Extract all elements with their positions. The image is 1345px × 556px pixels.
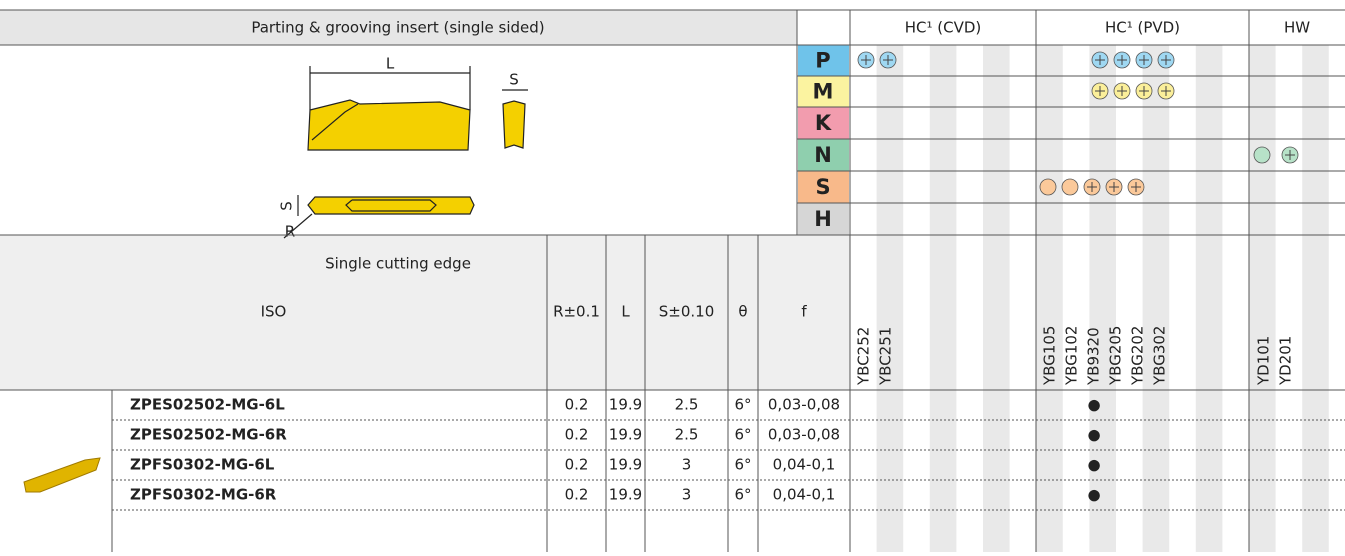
cell: 6° [734,396,751,414]
cell: 19.9 [609,486,642,504]
iso-code: ZPES02502-MG-6L [130,396,285,414]
material-cell [798,76,849,107]
cell: 0.2 [565,396,589,414]
cell: 19.9 [609,456,642,474]
dimension-label: R [285,223,295,241]
application-symbol [1039,178,1057,196]
cell: 0.2 [565,456,589,474]
cell: 6° [734,456,751,474]
grade-name: YBG105 [1041,326,1059,386]
column-header: S±0.10 [659,303,715,321]
cell: 0,03-0,08 [768,396,840,414]
recommended-mark: ● [1087,426,1100,444]
column-header: ISO [261,303,287,321]
cell: 19.9 [609,426,642,444]
column-stripe [983,45,1010,552]
column-stripe [1249,45,1276,552]
column-header: f [801,303,807,321]
dimension-line [283,213,313,239]
cell: 0.2 [565,486,589,504]
grade-name: YB9320 [1085,327,1103,386]
insert-photo [23,457,101,493]
dimension-label: L [386,55,395,73]
material-letter: M [813,80,834,104]
insert-side [307,99,471,151]
dimension-label: S [278,201,296,211]
cell: 3 [682,456,692,474]
column-stripe [1089,45,1116,552]
cell: 2.5 [675,426,699,444]
cell: 3 [682,486,692,504]
column-stripe [1195,45,1223,552]
insert-edge [345,199,437,212]
column-header: L [621,303,630,321]
group-header: HW [1284,19,1310,37]
header-bg [0,10,797,45]
cell: 0.2 [565,426,589,444]
material-cell [798,203,849,235]
column-header: θ [738,303,747,321]
cell: 0,04-0,1 [773,486,836,504]
insert-top [307,196,475,215]
grade-name: YBG202 [1129,326,1147,386]
material-letter: S [815,175,830,199]
material-letter: N [814,143,832,167]
material-cell [798,171,849,203]
cell: 6° [734,426,751,444]
cell: 6° [734,486,751,504]
iso-code: ZPFS0302-MG-6R [130,486,277,504]
drawing-caption: Single cutting edge [325,255,471,273]
cell: 0,04-0,1 [773,456,836,474]
grade-name: YBG205 [1107,326,1125,386]
column-stripe [1036,45,1063,552]
insert-image [23,457,101,493]
grade-name: YBC252 [855,327,873,386]
column-stripe [876,45,904,552]
dimension-label: S [509,71,519,89]
material-cell [798,139,849,171]
recommended-mark: ● [1087,486,1100,504]
group-header: HC¹ (PVD) [1105,19,1180,37]
backgrounds [0,10,1329,552]
group-header: HC¹ (CVD) [905,19,982,37]
column-stripe [1142,45,1170,552]
recommended-mark: ● [1087,456,1100,474]
header-bg [0,235,850,390]
grade-name: YD201 [1277,336,1295,386]
column-header: R±0.1 [553,303,600,321]
column-stripe [929,45,957,552]
application-symbol [1253,146,1271,164]
material-letter: H [814,207,832,231]
iso-code: ZPES02502-MG-6R [130,426,287,444]
grade-name: YBC251 [877,327,895,386]
insert-front [502,100,526,149]
cell: 2.5 [675,396,699,414]
material-cell [798,107,849,139]
recommended-mark: ● [1087,396,1100,414]
insert-drawing [283,66,528,239]
material-letter: K [815,111,832,135]
column-stripe [1302,45,1329,552]
cell: 0,03-0,08 [768,426,840,444]
cell: 19.9 [609,396,642,414]
grade-name: YBG102 [1063,326,1081,386]
table-title: Parting & grooving insert (single sided) [251,19,544,37]
grade-name: YBG302 [1151,326,1169,386]
iso-code: ZPFS0302-MG-6L [130,456,275,474]
application-symbol [1061,178,1079,196]
insert-edge [311,103,359,141]
grade-name: YD101 [1255,336,1273,386]
material-cell [798,45,849,76]
material-letter: P [815,49,830,73]
